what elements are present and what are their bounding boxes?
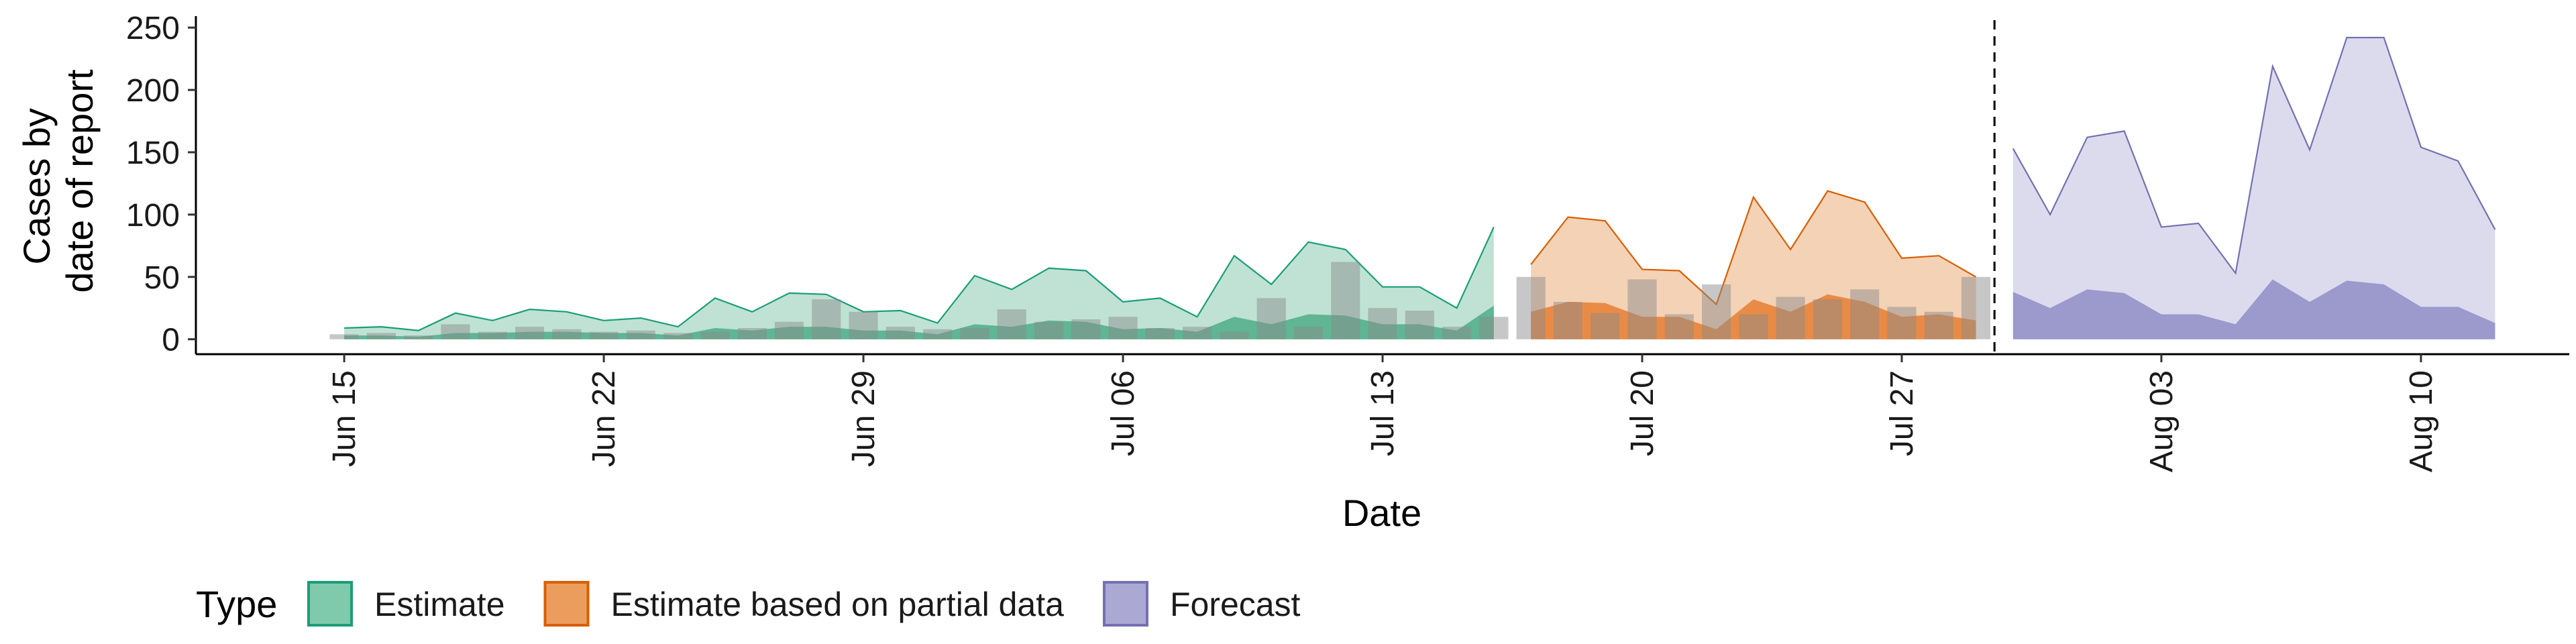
y-axis-title-line-1: Cases by: [15, 108, 58, 264]
observed-bar: [1331, 262, 1360, 339]
series-estimate-upper-line: [344, 227, 1495, 331]
observed-bar: [1071, 319, 1101, 339]
series-forecast-lower-band: [2012, 279, 2496, 339]
observed-bar: [552, 329, 582, 339]
legend-title: Type: [196, 583, 277, 625]
y-axis-title-line-2: date of report: [58, 69, 101, 293]
y-tick-label: 100: [126, 198, 180, 233]
x-tick-label: Jul 27: [1884, 370, 1920, 456]
x-tick-label: Jul 20: [1625, 370, 1660, 456]
legend-label-forecast: Forecast: [1170, 586, 1301, 623]
legend-label-estimate-based-on-partial-data: Estimate based on partial data: [611, 586, 1065, 623]
observed-bar: [1924, 311, 1953, 339]
observed-bar: [960, 328, 989, 339]
observed-bar: [885, 327, 915, 339]
y-tick-label: 200: [126, 73, 180, 109]
x-tick-label: Jul 06: [1106, 370, 1141, 456]
observed-bar: [663, 333, 693, 339]
observed-bar: [1034, 321, 1063, 339]
observed-bar: [1479, 317, 1509, 339]
observed-bar: [1887, 307, 1917, 339]
observed-bar: [1739, 314, 1768, 339]
observed-bar: [366, 333, 396, 339]
x-axis-title: Date: [1342, 492, 1421, 534]
observed-bar: [404, 335, 433, 339]
plot-area: [329, 20, 2496, 354]
axes: 0 50 100 150 200 250 Jun 15 Jun 22 Jun 29 Jul 06 J…: [126, 11, 2569, 472]
y-tick-label: 50: [144, 260, 180, 296]
observed-bar: [1442, 327, 1472, 339]
x-tick-label: Aug 10: [2404, 370, 2439, 472]
legend: Type Estimate Estimate based on partial d…: [196, 581, 1301, 627]
observed-bar: [1405, 311, 1434, 339]
observed-bar: [1813, 299, 1842, 339]
observed-bar: [441, 324, 470, 339]
observed-bar: [737, 328, 767, 339]
x-tick-label: Jun 29: [846, 370, 881, 467]
series-forecast-upper-line: [2012, 36, 2496, 275]
observed-bar: [774, 321, 804, 339]
y-tick-label: 0: [162, 323, 180, 358]
observed-bar: [1776, 297, 1805, 339]
x-tick-label: Aug 03: [2144, 370, 2180, 472]
observed-bar: [1627, 279, 1657, 339]
observed-bar: [1368, 308, 1397, 339]
observed-bar: [1664, 314, 1694, 339]
observed-bar: [812, 299, 841, 339]
x-tick-label: Jun 22: [586, 370, 622, 467]
observed-bar: [1591, 313, 1620, 339]
observed-bar: [515, 327, 545, 339]
legend-label-estimate: Estimate: [374, 586, 505, 623]
observed-bar: [700, 331, 730, 339]
observed-bar: [626, 330, 655, 339]
series-estimate-lower-band: [344, 305, 1494, 339]
observed-bar: [1108, 317, 1138, 339]
observed-bar: [1293, 327, 1323, 339]
legend-swatch-estimate: [307, 581, 353, 627]
y-tick-label: 150: [126, 136, 180, 171]
legend-swatch-estimate-based-on-partial-data: [543, 581, 590, 627]
observed-bar: [1961, 276, 1990, 339]
observed-bar: [1516, 276, 1546, 339]
observed-bar: [1553, 302, 1582, 339]
series-estimate-upper-band: [344, 227, 1494, 339]
series-estimate-based-on-partial-data-lower-band: [1531, 294, 1976, 339]
observed-bar: [1183, 327, 1212, 339]
observed-bar: [478, 331, 507, 339]
observed-bar: [1256, 298, 1286, 339]
observed-bar: [849, 311, 878, 339]
y-axis-title: Cases by date of report: [15, 69, 101, 293]
y-tick-label: 250: [126, 11, 180, 46]
observed-bar: [1145, 328, 1175, 339]
x-tick-label: Jun 15: [327, 370, 362, 467]
series-forecast-upper-band: [2012, 38, 2496, 339]
observed-bar: [1850, 289, 1880, 339]
series-estimate-based-on-partial-data-upper-line: [1530, 190, 1977, 306]
observed-bar: [1702, 284, 1731, 339]
x-tick-label: Jul 13: [1365, 370, 1401, 456]
observed-bar: [1220, 331, 1249, 339]
observed-bar: [589, 331, 619, 339]
observed-bar: [329, 334, 359, 339]
observed-bar: [997, 309, 1026, 339]
legend-swatch-forecast: [1102, 581, 1148, 627]
observed-bar: [923, 329, 953, 339]
